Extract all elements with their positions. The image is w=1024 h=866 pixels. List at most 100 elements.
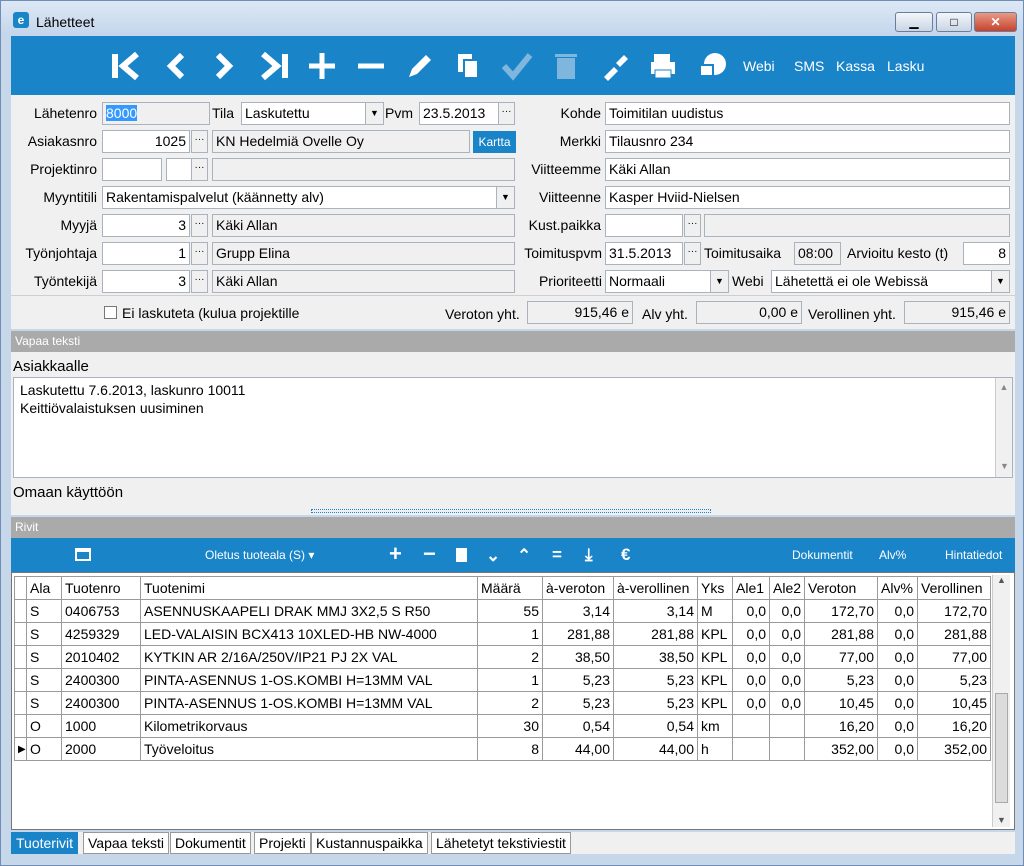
projektinro-field[interactable] [102, 158, 162, 181]
copy-icon[interactable] [448, 46, 488, 86]
kartta-button[interactable]: Kartta [473, 131, 516, 153]
table-cell[interactable]: S [26, 599, 62, 623]
table-cell[interactable]: 2400300 [61, 691, 141, 715]
table-cell[interactable]: KPL [697, 645, 733, 669]
projekti-sub-field[interactable] [166, 158, 192, 181]
viitteemme-field[interactable]: Käki Allan [605, 158, 1010, 181]
table-cell[interactable]: 10,45 [917, 691, 991, 715]
row-selector[interactable] [14, 714, 27, 738]
tila-dropdown-icon[interactable]: ▼ [365, 103, 383, 124]
asiakasnro-lookup-button[interactable]: ··· [191, 130, 208, 153]
table-cell[interactable]: 0,0 [877, 737, 918, 761]
column-header[interactable]: à-verollinen [613, 576, 698, 600]
table-cell[interactable]: S [26, 622, 62, 646]
add-row-icon[interactable]: + [389, 541, 402, 566]
myyja-field[interactable]: 3 [102, 214, 190, 237]
table-cell[interactable]: Työveloitus [140, 737, 478, 761]
first-record-icon[interactable] [107, 46, 147, 86]
kohde-field[interactable]: Toimitilan uudistus [605, 102, 1010, 125]
myyntitili-dropdown-icon[interactable]: ▼ [496, 187, 514, 208]
column-header[interactable]: Tuotenro [61, 576, 141, 600]
table-cell[interactable]: 4259329 [61, 622, 141, 646]
tab-tuoterivit[interactable]: Tuoterivit [11, 832, 79, 854]
tab-kustannuspaikka[interactable]: Kustannuspaikka [311, 832, 428, 854]
table-cell[interactable]: 1 [477, 622, 543, 646]
alv-button[interactable]: Alv% [879, 548, 907, 562]
move-down-icon[interactable]: ⌄ [486, 546, 501, 565]
table-row[interactable]: S 0406753 ASENNUSKAAPELI DRAK MMJ 3X2,5 S … [14, 599, 991, 623]
table-cell[interactable]: KPL [697, 691, 733, 715]
table-cell[interactable]: 0,54 [613, 714, 698, 738]
table-cell[interactable]: O [26, 737, 62, 761]
table-cell[interactable]: 5,23 [542, 668, 614, 692]
table-cell[interactable] [769, 714, 805, 738]
asiakkaalle-textarea[interactable]: Laskutettu 7.6.2013, laskunro 10011 Keit… [13, 377, 1013, 478]
kustpaikka-lookup-button[interactable]: ··· [684, 214, 701, 237]
column-header[interactable]: Tuotenimi [140, 576, 478, 600]
tuoteala-dropdown[interactable]: Oletus tuoteala (S) ▾ [205, 548, 315, 562]
tab-dokumentit[interactable]: Dokumentit [170, 832, 251, 854]
remove-icon[interactable] [351, 46, 391, 86]
toimituspvm-picker-button[interactable]: ··· [684, 242, 701, 265]
row-selector[interactable] [14, 668, 27, 692]
column-header[interactable]: Yks [697, 576, 733, 600]
equals-icon[interactable]: = [552, 545, 562, 564]
table-cell[interactable]: ASENNUSKAAPELI DRAK MMJ 3X2,5 S R50 [140, 599, 478, 623]
tila-select[interactable]: Laskutettu ▼ [241, 102, 384, 125]
table-cell[interactable]: S [26, 691, 62, 715]
table-cell[interactable]: 0,0 [877, 714, 918, 738]
table-cell[interactable]: 3,14 [542, 599, 614, 623]
arvioitu-kesto-field[interactable]: 8 [963, 242, 1010, 265]
table-cell[interactable]: 0,0 [877, 622, 918, 646]
column-header[interactable]: à-veroton [542, 576, 614, 600]
table-cell[interactable]: 5,23 [613, 691, 698, 715]
myyntitili-select[interactable]: Rakentamispalvelut (käännetty alv) ▼ [102, 186, 515, 209]
toimituspvm-field[interactable]: 31.5.2013 [605, 242, 683, 265]
table-cell[interactable]: 0,0 [732, 622, 770, 646]
move-up-icon[interactable]: ⌃ [517, 546, 532, 565]
table-cell[interactable]: Kilometrikorvaus [140, 714, 478, 738]
flashlight-icon[interactable] [595, 46, 635, 86]
euro-icon[interactable]: € [621, 545, 631, 564]
table-cell[interactable]: 0,0 [877, 645, 918, 669]
notes-icon[interactable] [456, 548, 467, 562]
table-cell[interactable]: 44,00 [542, 737, 614, 761]
column-header[interactable]: Verollinen [917, 576, 991, 600]
ei-laskuteta-checkbox[interactable] [104, 306, 117, 319]
table-cell[interactable]: 77,00 [917, 645, 991, 669]
table-cell[interactable]: 8 [477, 737, 543, 761]
prioriteetti-dropdown-icon[interactable]: ▼ [710, 271, 728, 292]
table-cell[interactable]: 2000 [61, 737, 141, 761]
table-cell[interactable]: 5,23 [917, 668, 991, 692]
table-cell[interactable]: km [697, 714, 733, 738]
table-cell[interactable]: KYTKIN AR 2/16A/250V/IP21 PJ 2X VAL [140, 645, 478, 669]
table-cell[interactable]: 2010402 [61, 645, 141, 669]
cancel-bin-icon[interactable] [546, 46, 586, 86]
projekti-lookup-button[interactable]: ··· [191, 158, 208, 181]
table-cell[interactable]: 16,20 [917, 714, 991, 738]
table-cell[interactable]: KPL [697, 622, 733, 646]
table-cell[interactable]: 0,0 [769, 668, 805, 692]
table-cell[interactable]: 3,14 [613, 599, 698, 623]
myyja-lookup-button[interactable]: ··· [191, 214, 208, 237]
webi-select[interactable]: Lähetettä ei ole Webissä ▼ [771, 270, 1010, 293]
table-cell[interactable]: 5,23 [542, 691, 614, 715]
tab-lähetetyt-tekstiviestit[interactable]: Lähetetyt tekstiviestit [431, 832, 571, 854]
table-cell[interactable]: 0,0 [877, 599, 918, 623]
row-selector[interactable] [14, 599, 27, 623]
table-cell[interactable] [769, 737, 805, 761]
table-cell[interactable]: 0,0 [877, 691, 918, 715]
vapaa-teksti-section-header[interactable]: Vapaa teksti [11, 331, 1015, 352]
kustpaikka-field[interactable] [605, 214, 683, 237]
table-cell[interactable]: 5,23 [804, 668, 878, 692]
textarea-scrollbar[interactable]: ▲ ▼ [995, 378, 1012, 477]
table-cell[interactable]: 38,50 [542, 645, 614, 669]
next-record-icon[interactable] [204, 46, 244, 86]
table-cell[interactable]: 172,70 [917, 599, 991, 623]
table-cell[interactable]: 0406753 [61, 599, 141, 623]
close-button[interactable]: ✕ [974, 12, 1017, 32]
table-cell[interactable]: 0,0 [877, 668, 918, 692]
table-cell[interactable]: S [26, 645, 62, 669]
pvm-picker-button[interactable]: ··· [498, 102, 515, 125]
table-cell[interactable]: 0,54 [542, 714, 614, 738]
